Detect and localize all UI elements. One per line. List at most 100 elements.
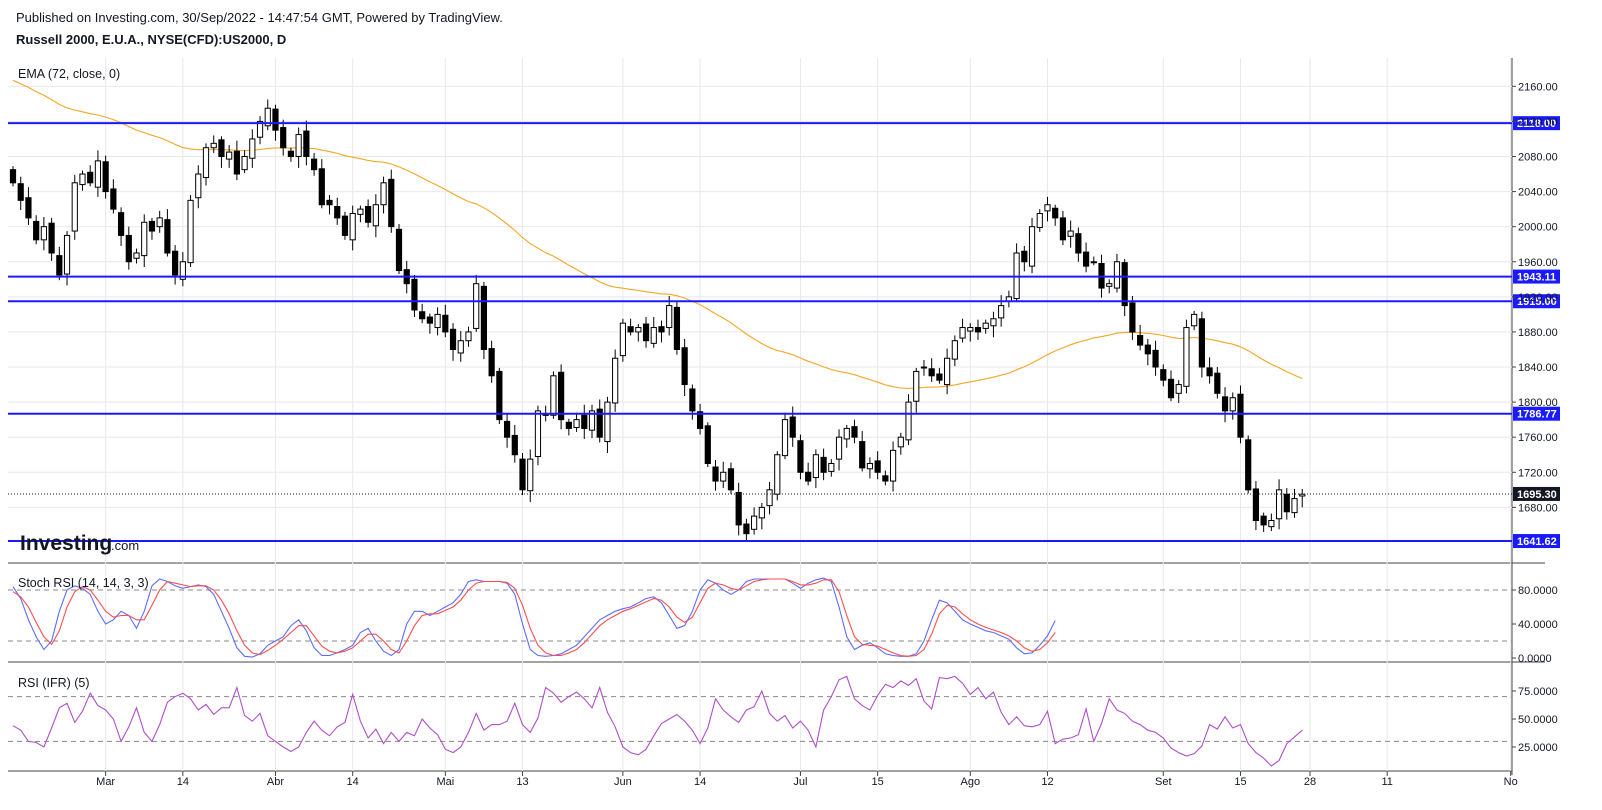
candle [40, 217, 47, 251]
candle [473, 274, 480, 332]
candle [117, 207, 125, 246]
candle [341, 211, 349, 240]
candle [496, 367, 503, 425]
candle [751, 507, 758, 535]
stoch-tick-label: 80.0000 [1518, 585, 1558, 597]
level-label: 2118.00 [1517, 118, 1556, 130]
candle [249, 129, 256, 168]
candle [936, 367, 943, 384]
candle [650, 317, 657, 348]
candle [133, 248, 140, 264]
price-tick-label: 2040.00 [1518, 187, 1558, 199]
candle [365, 199, 372, 228]
candle [303, 120, 310, 166]
candle [727, 462, 735, 495]
level-label: 1943.11 [1517, 272, 1556, 284]
candle [148, 217, 156, 240]
x-tick-label: Ago [960, 776, 980, 788]
candle [326, 195, 333, 215]
candle [828, 459, 835, 477]
candle [519, 452, 526, 496]
candle [110, 179, 117, 214]
candle [998, 295, 1005, 327]
horizontal-levels: 2118.00 1943.11 1915.00 1786.77 1641.62 1695.… [8, 116, 1560, 549]
candle [179, 252, 186, 287]
candle [1059, 210, 1067, 246]
candle [465, 326, 472, 347]
rsi-tick-label: 25.0000 [1518, 742, 1558, 754]
candle [48, 217, 55, 261]
candle [774, 451, 781, 501]
candle [959, 318, 966, 343]
candle [1137, 324, 1144, 351]
rsi-line [12, 675, 1303, 767]
candle [503, 414, 511, 448]
candle [1229, 392, 1236, 420]
candle [1260, 512, 1267, 532]
candle [550, 371, 557, 419]
candle [588, 404, 596, 439]
rsi-panel: 75.0000 50.0000 25.0000 [8, 675, 1558, 767]
candle [866, 457, 874, 479]
candle [720, 461, 727, 489]
candle [480, 281, 488, 360]
logo-brand: Investing [20, 532, 112, 555]
candle [1044, 196, 1051, 222]
investing-logo: Investing .com [20, 532, 139, 555]
candle [851, 419, 858, 444]
x-tick-label: Jun [614, 776, 632, 788]
level-label: 1786.77 [1517, 409, 1557, 421]
rsi-label: RSI (IFR) (5) [18, 676, 90, 690]
candle [357, 205, 364, 223]
stoch-tick-label: 40.0000 [1518, 619, 1558, 631]
candle [17, 176, 24, 210]
candle [889, 441, 897, 492]
candle [426, 313, 433, 334]
candle [797, 434, 804, 480]
candle [372, 194, 379, 238]
candle [905, 394, 912, 446]
time-axis: Mar 14 Abr 14 Mai 13 Jun 14 Jul 15 Ago 12 Set 15 28 11 N… [96, 771, 1518, 788]
candle [789, 406, 796, 447]
candle [1106, 279, 1113, 294]
price-tick-label: 1840.00 [1518, 362, 1558, 374]
rsi-tick-label: 50.0000 [1518, 714, 1558, 726]
candle [1221, 387, 1229, 423]
candle [264, 99, 271, 131]
candle [334, 197, 341, 225]
candle [812, 449, 819, 489]
candle [1198, 311, 1205, 378]
stoch-rsi-label: Stoch RSI (14, 14, 3, 3) [18, 576, 149, 590]
stoch-rsi-panel: 80.0000 40.0000 0.0000 [8, 577, 1558, 665]
candle [735, 482, 742, 536]
candle [226, 145, 233, 168]
candle [1275, 479, 1283, 530]
candle [843, 424, 850, 448]
candle [125, 226, 132, 270]
candle [318, 159, 325, 209]
candle [1090, 256, 1097, 266]
candle [511, 424, 518, 463]
candle [411, 274, 418, 318]
candle [79, 170, 86, 191]
candle [1021, 245, 1028, 272]
candle [9, 166, 17, 187]
price-tick-label: 2080.00 [1518, 151, 1558, 163]
candle [1013, 243, 1020, 303]
price-tick-label: 1760.00 [1518, 432, 1558, 444]
candle [1036, 209, 1043, 232]
candle [457, 331, 464, 362]
candle [642, 317, 650, 348]
candle [419, 303, 426, 324]
level-badge [1513, 116, 1560, 131]
ema-line [12, 79, 1303, 389]
candle [1152, 340, 1159, 376]
candle [434, 307, 441, 336]
candle [1129, 295, 1136, 340]
candle [859, 431, 866, 472]
candle [1291, 488, 1298, 518]
candle [1167, 370, 1175, 402]
level-label: 1641.62 [1517, 536, 1557, 548]
published-caption: Published on Investing.com, 30/Sep/2022 … [16, 10, 503, 25]
